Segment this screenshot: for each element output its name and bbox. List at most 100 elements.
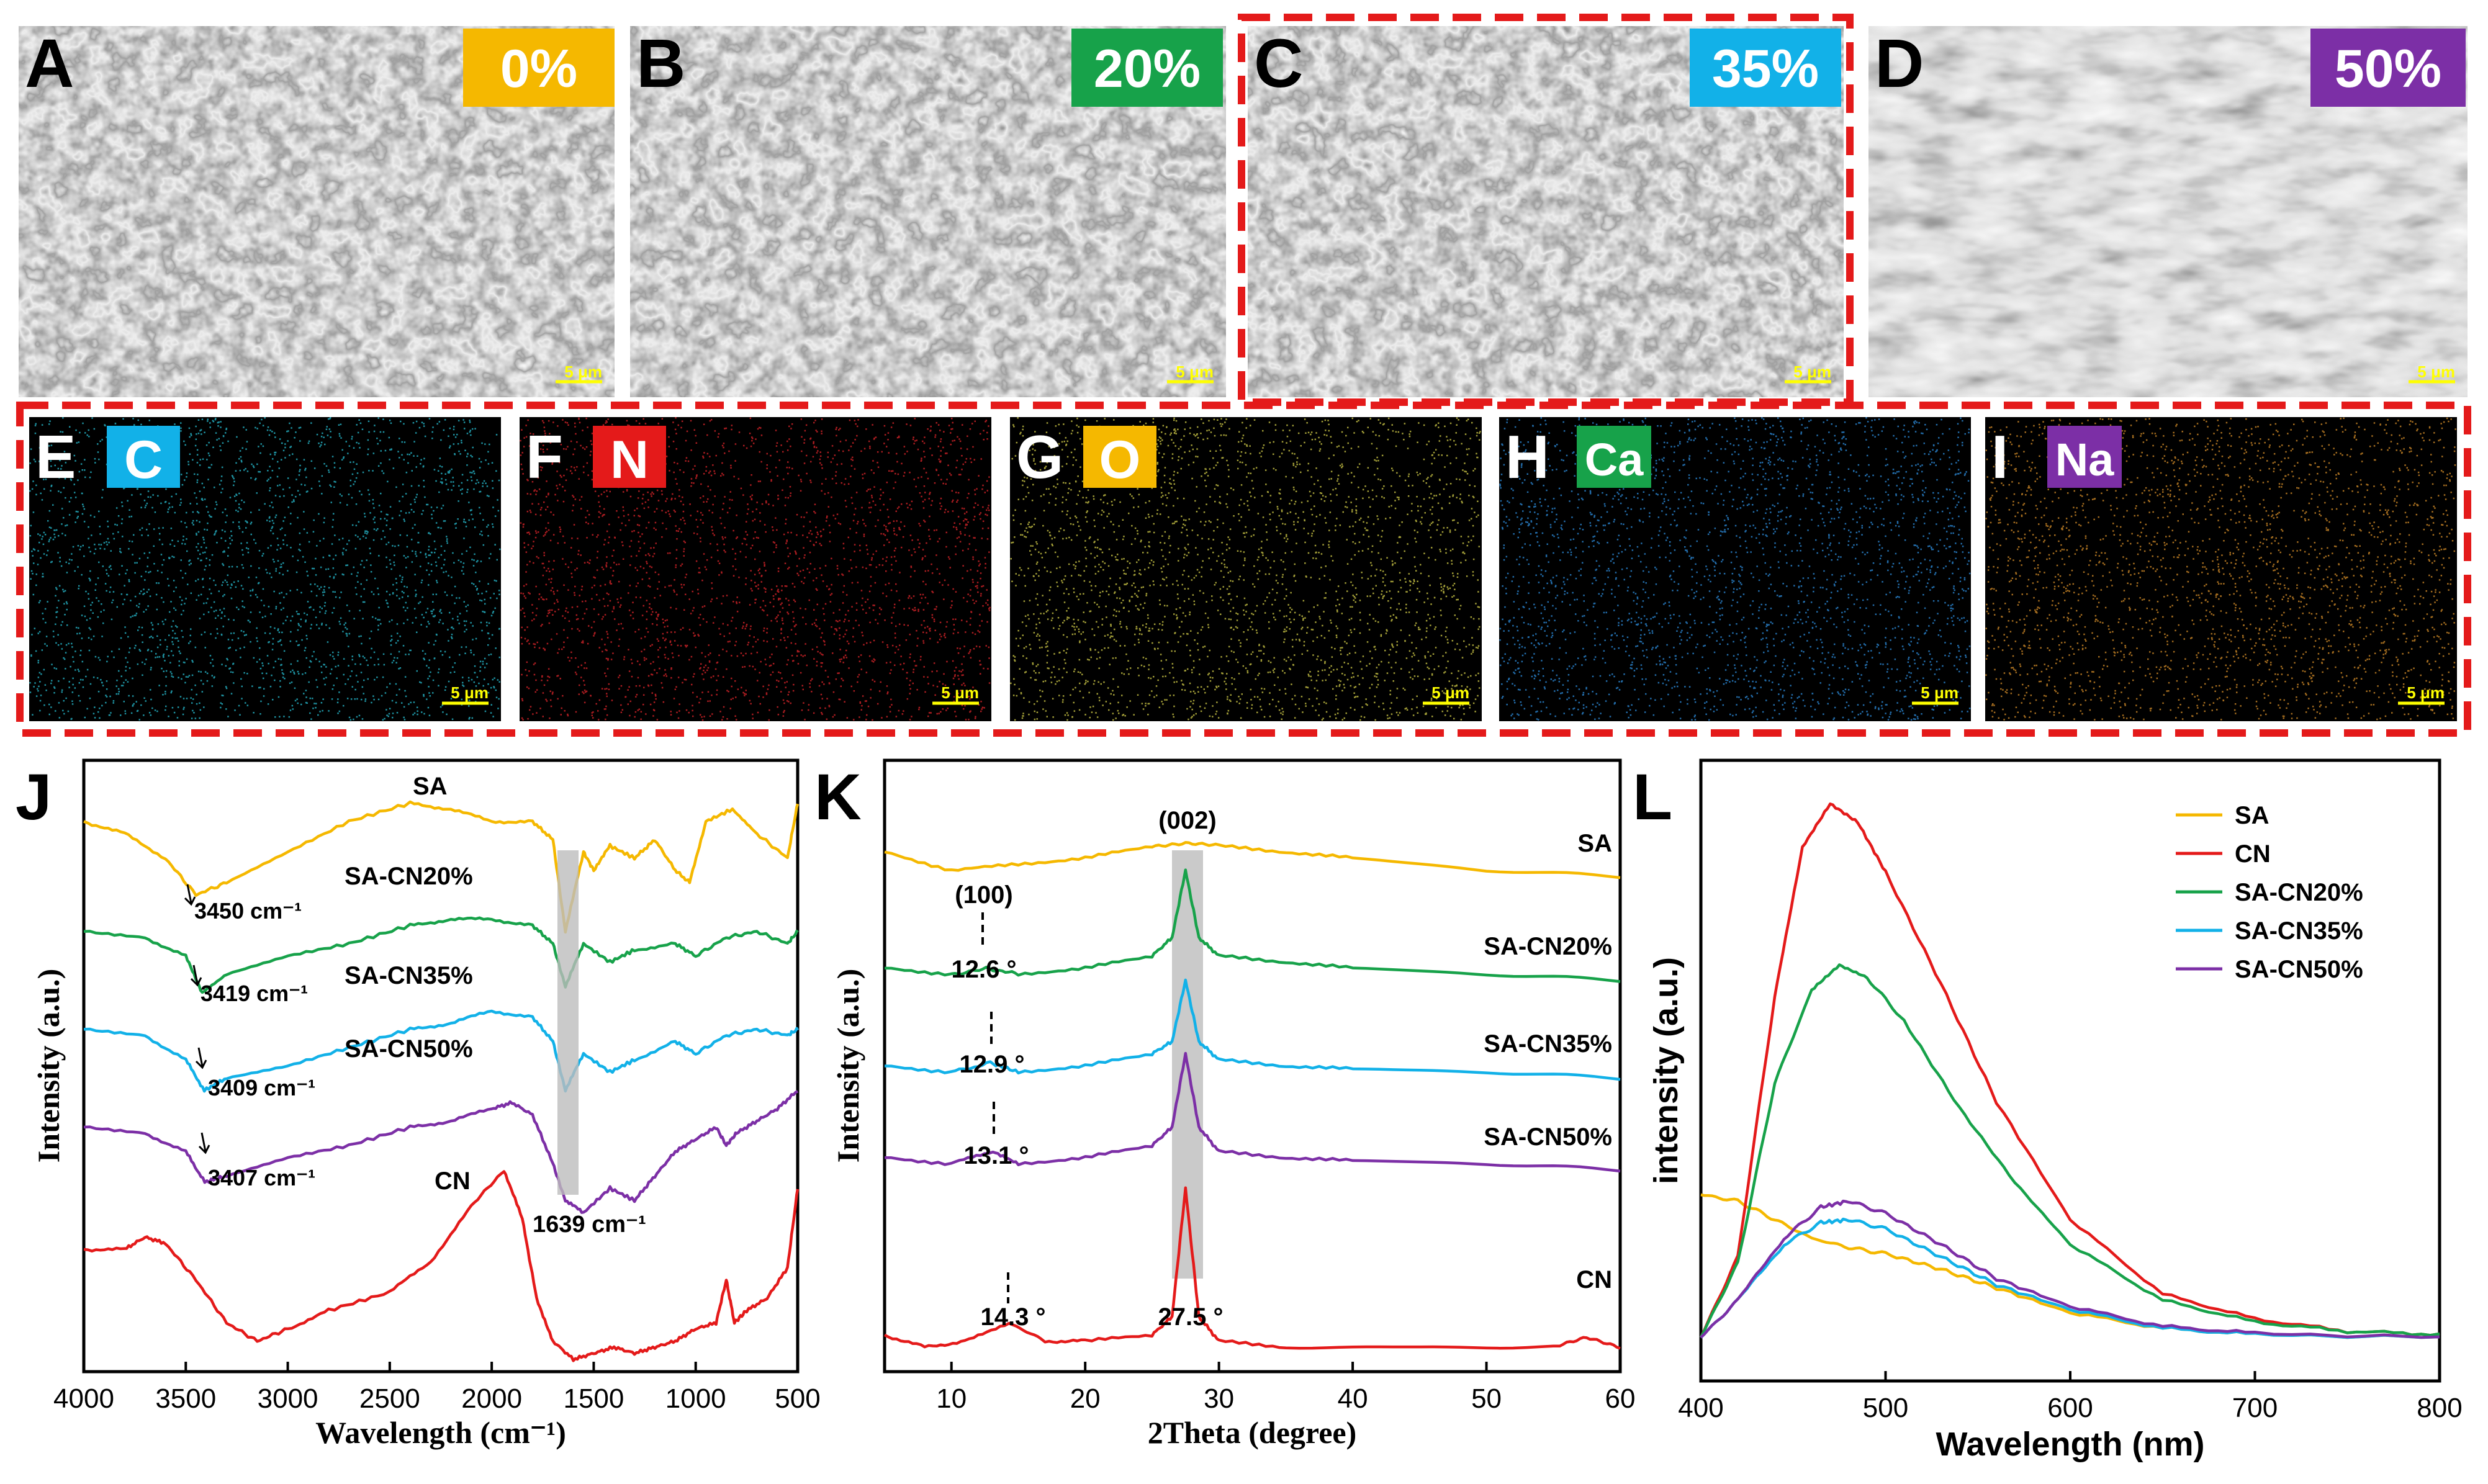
series-line-cn <box>883 1186 1621 1350</box>
x-tick-label: 2500 <box>359 1383 420 1414</box>
chart-k: K 10 20 30 40 50 60 2Theta (degree) Intensity… <box>814 758 1635 1450</box>
chart-j-label-sacn35: SA-CN35% <box>345 962 473 989</box>
panel-label-f: F <box>526 423 563 491</box>
badge-b-bg <box>1071 29 1223 107</box>
chart-j-x-ticks: 4000 3500 3000 2500 2000 1500 1000 500 <box>53 1362 821 1414</box>
chart-j-label-sacn50: SA-CN50% <box>345 1035 473 1063</box>
series-line-sacn35 <box>83 1009 799 1093</box>
series-line-sacn20 <box>884 868 1621 983</box>
chart-j-frame <box>82 758 800 1374</box>
eds-panel-g: G O 5 μm <box>1010 417 1482 721</box>
element-badge-c-bg <box>107 426 180 488</box>
series-line-sacn35 <box>1700 1217 2440 1339</box>
badge-d-label: 50% <box>2335 39 2441 99</box>
panel-label-e: E <box>35 423 76 491</box>
x-tick-label: 3000 <box>258 1383 318 1414</box>
eds-dot-cloud <box>1499 417 1971 721</box>
series-line-cn <box>1699 802 2440 1338</box>
chart-k-annot-12-6: 12.6 ° <box>952 956 1017 983</box>
element-badge-na: Na <box>2055 434 2114 485</box>
x-tick-label: 800 <box>2417 1393 2462 1423</box>
arrow-icon <box>184 884 196 906</box>
eds-panel-i: I Na 5 μm <box>1985 417 2457 721</box>
chart-l-x-ticks: 400 500 600 700 800 <box>1678 1371 2463 1423</box>
chart-j-label-cn: CN <box>435 1167 471 1195</box>
x-tick-label: 60 <box>1605 1383 1636 1414</box>
x-tick-label: 500 <box>775 1383 820 1414</box>
element-badge-ca-bg <box>1577 426 1651 488</box>
x-tick-label: 2000 <box>461 1383 522 1414</box>
x-tick-label: 1500 <box>563 1383 624 1414</box>
eds-panel-f: F N 5 μm <box>520 417 991 721</box>
badge-d-bg <box>2310 29 2466 107</box>
arrow-icon <box>190 965 202 987</box>
chart-l-legend: SA CN SA-CN20% SA-CN35% SA-CN50% <box>2176 802 2363 983</box>
x-tick-label: 600 <box>2047 1393 2093 1423</box>
badge-c-label: 35% <box>1712 39 1819 99</box>
legend-label-sacn35: SA-CN35% <box>2235 917 2363 945</box>
sem-panel-a: A 0% 5 μm <box>19 25 615 397</box>
chart-k-annot-002: (002) <box>1158 807 1216 834</box>
chart-j-annot-3419: 3419 cm⁻¹ <box>201 981 308 1006</box>
scale-i-label: 5 μm <box>2407 683 2445 702</box>
badge-a-bg <box>463 29 615 107</box>
chart-j-annot-1639: 1639 cm⁻¹ <box>533 1212 646 1238</box>
panel-label-l: L <box>1633 761 1672 834</box>
panel-label-d: D <box>1875 25 1924 102</box>
panel-label-j: J <box>16 761 52 834</box>
panel-label-g: G <box>1016 423 1063 491</box>
eds-map-n <box>520 417 991 721</box>
eds-row: E C 5 μm F N 5 μm G O 5 μm H <box>29 417 2457 721</box>
sem-panel-c: C 35% 5 μm <box>1248 25 1844 397</box>
badge-a-label: 0% <box>500 39 577 99</box>
chart-k-label-sa: SA <box>1577 830 1612 857</box>
eds-dot-cloud <box>1985 417 2456 721</box>
panel-label-h: H <box>1505 423 1549 491</box>
chart-l-ylabel: intensity (a.u.) <box>1647 957 1685 1184</box>
x-tick-label: 1000 <box>665 1383 726 1414</box>
eds-dots-n <box>520 417 991 721</box>
x-tick-label: 700 <box>2232 1393 2278 1423</box>
legend-label-sacn50: SA-CN50% <box>2235 956 2363 983</box>
x-tick-label: 4000 <box>53 1383 114 1414</box>
scale-c-label: 5 μm <box>1793 362 1831 381</box>
chart-k-x-ticks: 10 20 30 40 50 60 <box>936 1362 1635 1414</box>
eds-panel-h: H Ca 5 μm <box>1499 417 1971 721</box>
scale-a-label: 5 μm <box>564 362 602 381</box>
scale-e-label: 5 μm <box>451 683 489 702</box>
chart-j-annot-3407: 3407 cm⁻¹ <box>208 1165 315 1190</box>
eds-dots-ca <box>1499 417 1971 721</box>
chart-k-annot-12-9: 12.9 ° <box>960 1051 1025 1078</box>
element-badge-n-bg <box>593 426 666 488</box>
series-line-sacn35 <box>884 978 1621 1081</box>
sem-panel-b: B 20% 5 μm <box>630 25 1226 397</box>
chart-k-annot-27-5: 27.5 ° <box>1158 1303 1224 1331</box>
x-tick-label: 50 <box>1471 1383 1502 1414</box>
badge-b-label: 20% <box>1094 39 1201 99</box>
element-badge-ca: Ca <box>1585 434 1644 485</box>
chart-j-highlight-band <box>557 850 579 1195</box>
chart-k-annot-13-1: 13.1 ° <box>964 1142 1029 1169</box>
chart-l: L 400 500 600 700 800 Wavelength (nm) intens… <box>1633 758 2463 1463</box>
eds-dot-cloud <box>520 417 991 721</box>
eds-highlight-box <box>16 402 2471 737</box>
chart-k-label-sacn50: SA-CN50% <box>1484 1123 1612 1151</box>
element-badge-na-bg <box>2047 426 2122 488</box>
series-line-sacn20 <box>83 916 799 994</box>
series-line-sacn50 <box>885 1051 1621 1173</box>
arrow-icon <box>195 1047 207 1069</box>
x-tick-label: 3500 <box>155 1383 216 1414</box>
scale-f-label: 5 μm <box>941 683 979 702</box>
scale-g-label: 5 μm <box>1431 683 1469 702</box>
chart-j-label-sacn20: SA-CN20% <box>345 863 473 890</box>
x-tick-label: 10 <box>936 1383 967 1414</box>
chart-j: J 4000 3500 3000 2500 2000 1500 1000 500 Wavele… <box>16 758 821 1450</box>
chart-j-annot-3409: 3409 cm⁻¹ <box>208 1075 315 1100</box>
chart-k-annot-100: (100) <box>955 881 1012 909</box>
x-tick-label: 40 <box>1338 1383 1368 1414</box>
panel-label-i: I <box>1991 423 2008 491</box>
chart-j-ylabel: Intensity (a.u.) <box>31 969 66 1163</box>
chart-k-label-sacn35: SA-CN35% <box>1484 1030 1612 1058</box>
legend-label-sa: SA <box>2235 802 2269 829</box>
